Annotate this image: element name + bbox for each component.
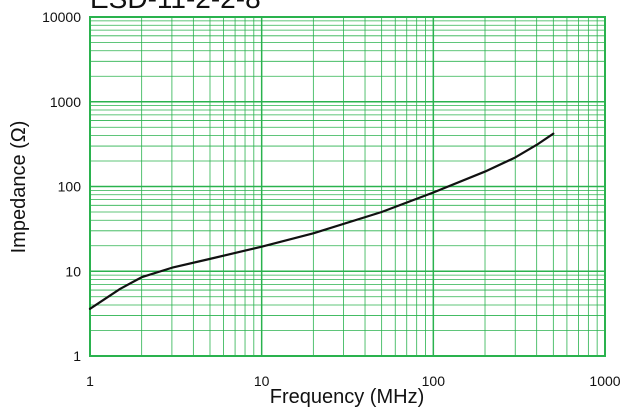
chart-title: ESD-11-2-2-8 [90,0,261,14]
x-axis-title: Frequency (MHz) [270,386,424,408]
y-tick-label: 100 [58,179,82,195]
x-tick-label: 10 [254,373,270,389]
impedance-curve-line [88,132,555,310]
x-tick-label: 1 [86,373,94,389]
x-tick-label: 1000 [589,373,620,389]
grid-layer [89,16,606,357]
plot-frame [89,16,606,357]
y-axis-title: Impedance (Ω) [8,121,30,254]
y-tick-label: 1000 [50,94,81,110]
ticks-layer: 1 10 100 1000 1 10 100 1000 10000 [42,9,621,389]
y-tick-label: 10000 [42,9,81,25]
y-tick-label: 1 [73,348,81,364]
y-tick-label: 10 [65,263,81,279]
series-layer [88,132,555,310]
x-tick-label: 100 [422,373,446,389]
